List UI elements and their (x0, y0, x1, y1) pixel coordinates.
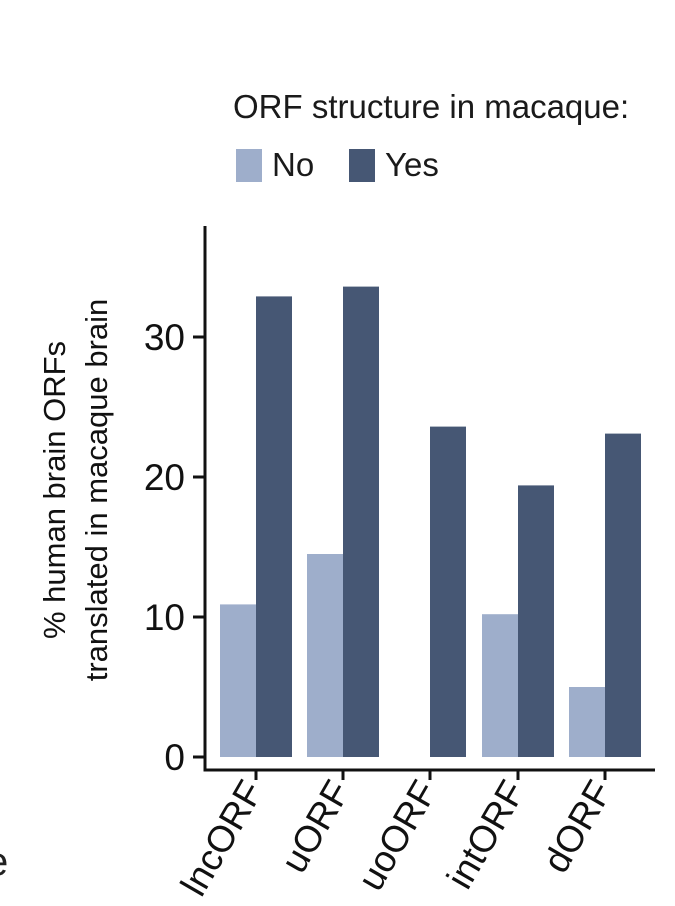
x-tick-label-intorf: intORF (439, 774, 533, 896)
x-tick-label-lncorf: lncORF (173, 774, 271, 903)
y-tick-label: 10 (144, 597, 185, 638)
legend-item-yes: Yes (349, 146, 439, 184)
legend-title: ORF structure in macaque: (233, 88, 630, 125)
bar-intorf-no (482, 614, 518, 757)
bar-lncorf-yes (256, 296, 292, 757)
bar-uorf-yes (343, 286, 379, 757)
bar-dorf-yes (605, 433, 641, 757)
bar-dorf-no (569, 687, 605, 757)
legend-swatch-yes (349, 148, 375, 182)
bars (220, 286, 641, 757)
y-tick-label: 20 (144, 457, 185, 498)
bar-lncorf-no (220, 604, 256, 757)
bar-uoorf-yes (430, 426, 466, 757)
x-tick-label-uoorf: uoORF (350, 774, 445, 898)
y-axis-label: % human brain ORFs translated in macaque … (37, 299, 114, 682)
y-tick-label: 30 (144, 317, 185, 358)
bar-intorf-yes (518, 485, 554, 757)
x-tick-label-uorf: uORF (273, 774, 358, 880)
legend-label-no: No (272, 146, 315, 183)
legend-item-no: No (236, 146, 314, 184)
axes (203, 226, 655, 780)
bar-uorf-no (307, 554, 343, 757)
y-tick-label: 0 (164, 737, 185, 778)
clipped-edge-text: e (0, 840, 8, 885)
x-tick-label-dorf: dORF (535, 774, 620, 880)
y-axis-label-line2: translated in macaque brain (79, 299, 114, 682)
legend-swatch-no (236, 148, 262, 182)
y-ticks: 0 10 20 30 (144, 317, 205, 778)
y-axis-label-line1: % human brain ORFs (37, 341, 72, 639)
legend-label-yes: Yes (385, 146, 439, 183)
